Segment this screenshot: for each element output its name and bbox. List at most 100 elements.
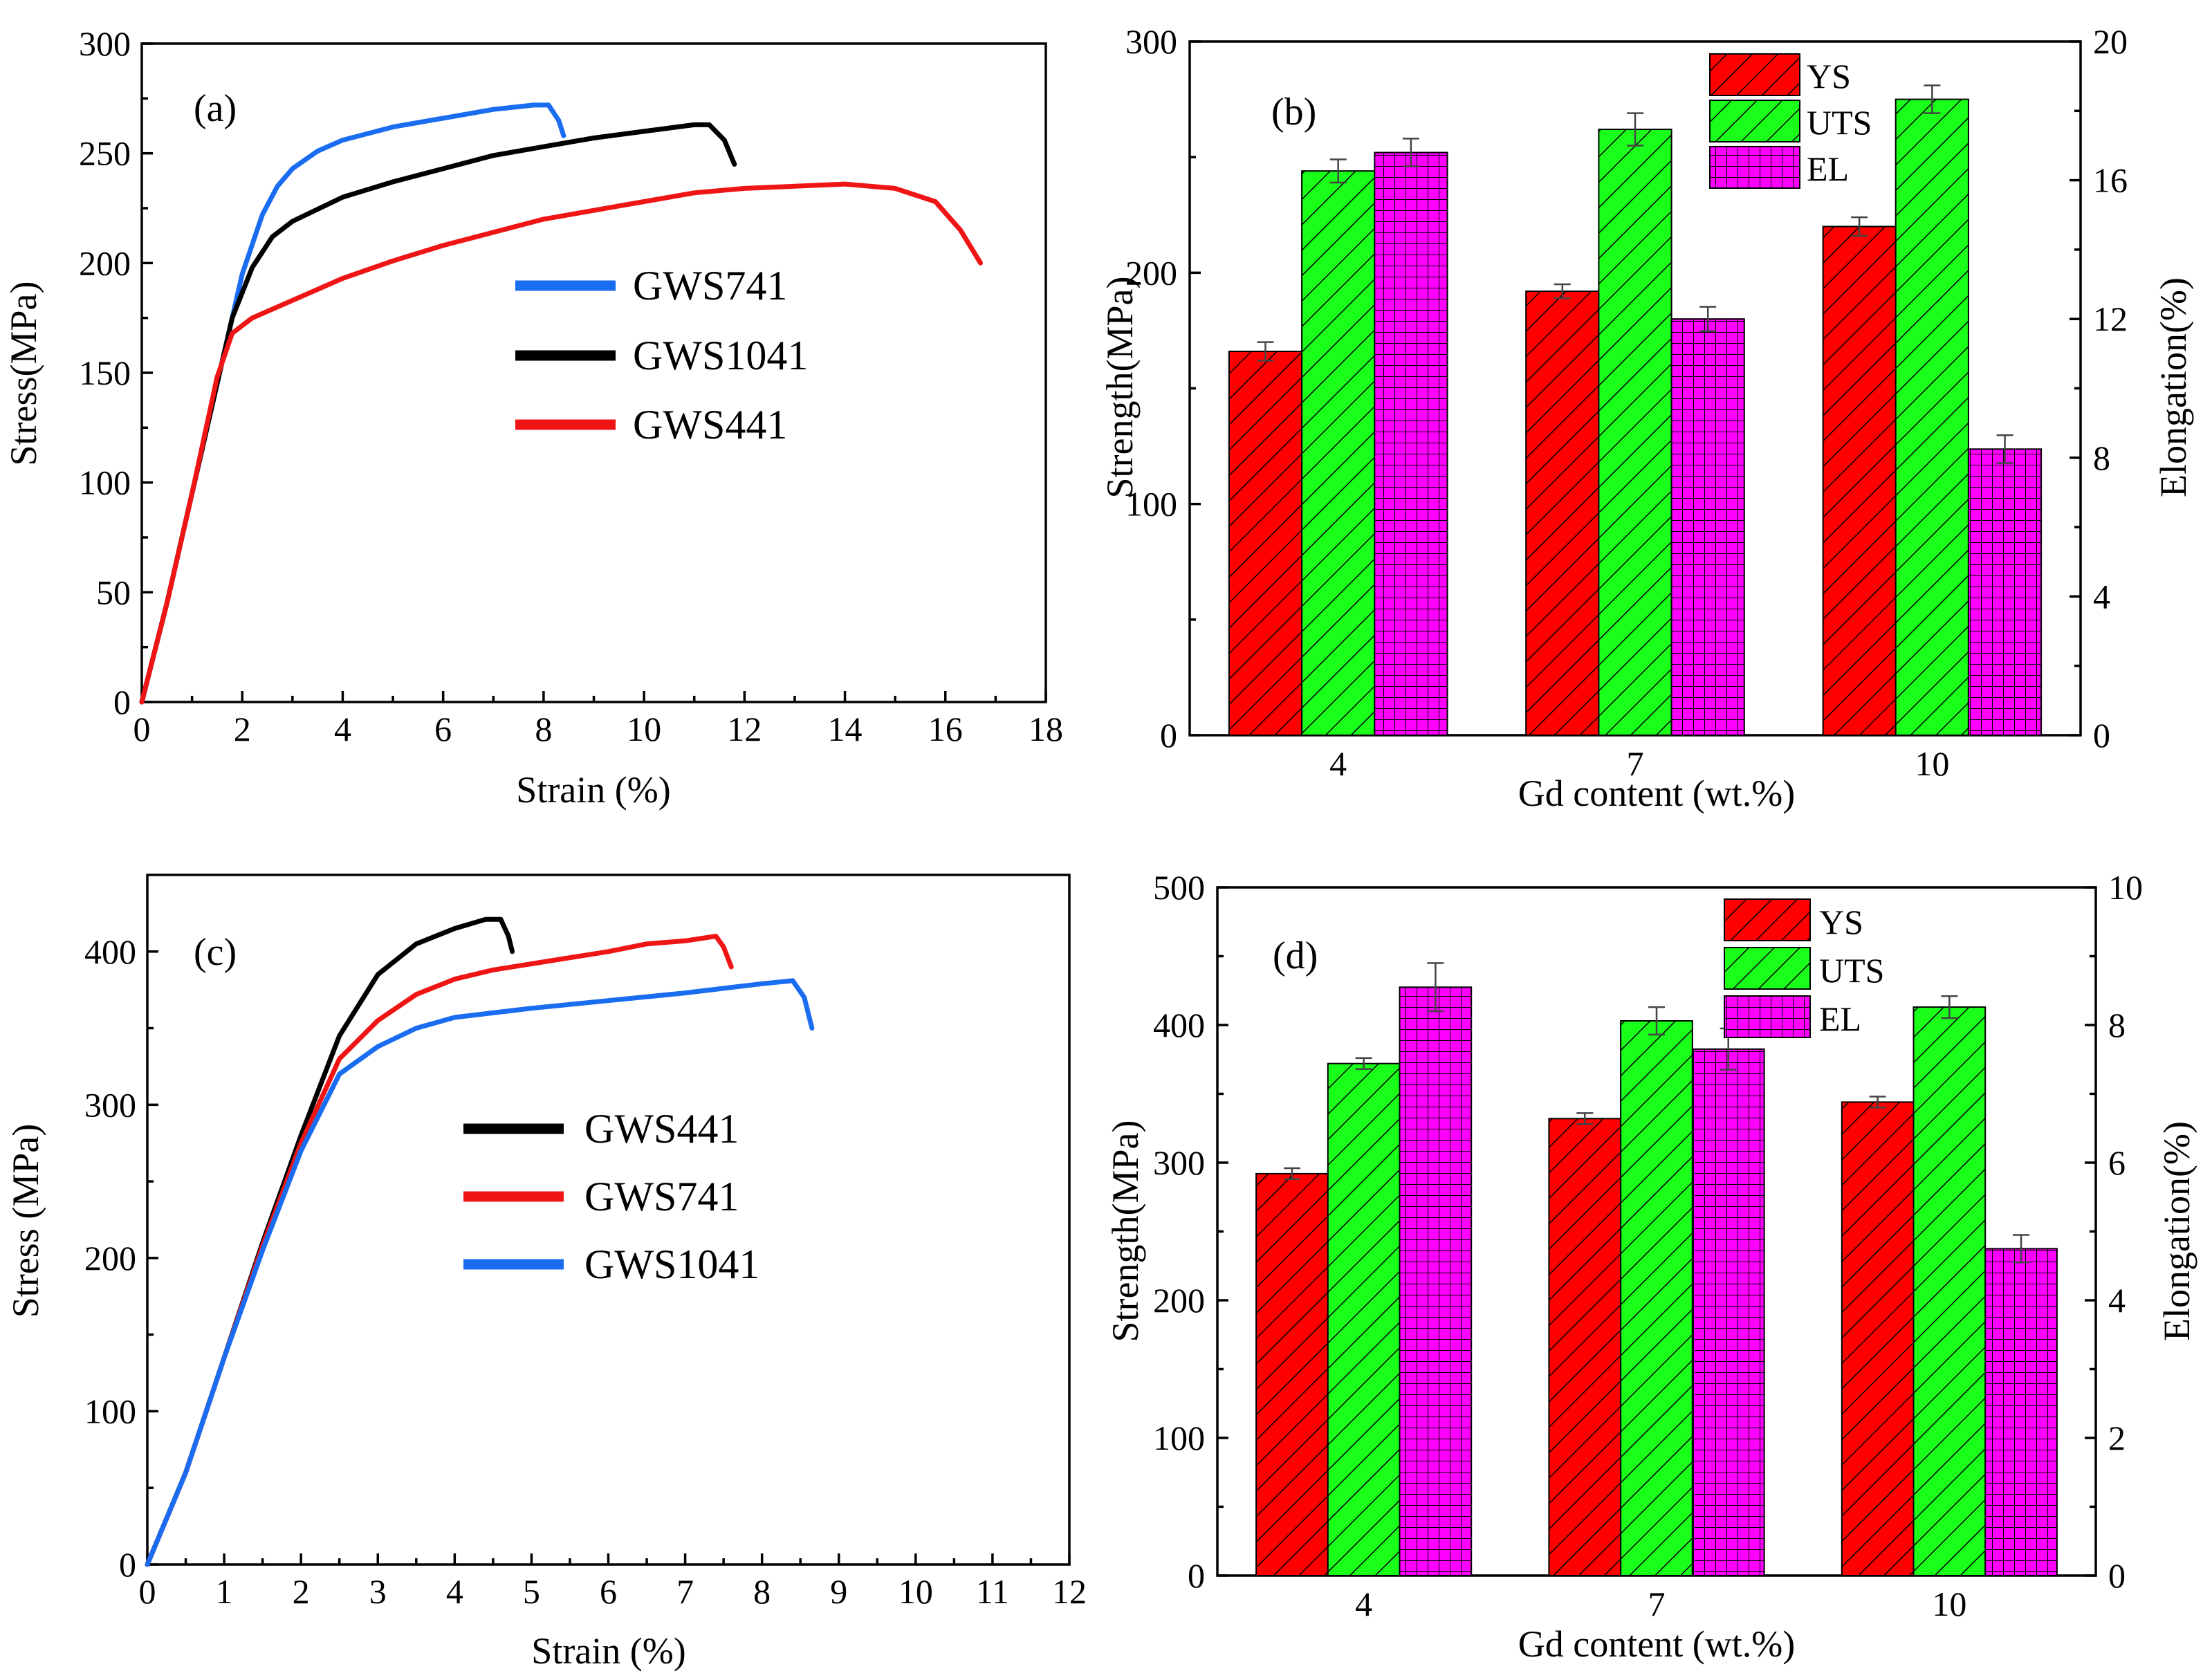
panel-b-x-tick-label-1: 7 (1627, 744, 1644, 783)
panel-d-bar-el-10 (1984, 1248, 2058, 1577)
panel-d-y-tick-label-2: 200 (1153, 1281, 1205, 1320)
panel-a-series (139, 102, 984, 705)
panel-a-y-tick-label-3: 150 (79, 353, 131, 392)
panel-a-x-axis-label: Strain (%) (516, 769, 670, 811)
panel-a-plot-frame (140, 42, 1047, 703)
panel-b-y-tick-label-2: 200 (1125, 253, 1177, 292)
panel-a-y-tick-label-4: 200 (79, 243, 131, 282)
panel-d-x-tick-label-0: 4 (1355, 1585, 1372, 1623)
panel-c-x-tick-label-12: 12 (1052, 1572, 1087, 1611)
panel-c-y-axis-label: Stress (MPa) (5, 1124, 46, 1318)
panel-c-x-tick-label-6: 6 (600, 1572, 617, 1611)
panel-c-series (145, 916, 815, 1567)
panel-b-bar-ys-4 (1228, 351, 1303, 736)
panel-c-y-tick-label-4: 400 (84, 932, 136, 971)
panel-c-plot-frame (146, 874, 1071, 1566)
panel-a-x-tick-label-5: 10 (627, 710, 661, 748)
panel-b-bar-el-7 (1670, 318, 1745, 736)
panel-a-x-tick-label-9: 18 (1029, 710, 1063, 748)
panel-c-y-tick-label-2: 200 (84, 1239, 136, 1277)
panel-d-bar-el-7 (1691, 1048, 1765, 1577)
panel-b-legend: YS UTS EL (1709, 53, 1872, 189)
panel-a-legend-label-2: GWS441 (633, 402, 787, 447)
panel-d-bars (1255, 962, 2058, 1577)
panel-b-x-tick-label-0: 4 (1329, 744, 1347, 783)
panel-c-label: (c) (194, 931, 237, 974)
panel-d-y-tick-label-4: 400 (1153, 1006, 1205, 1044)
panel-d-y-axis-label: Strength(MPa) (1105, 1120, 1146, 1342)
panel-d-legend-label-el: EL (1819, 999, 1861, 1038)
panel-b-y2-tick-label-2: 8 (2093, 439, 2110, 477)
panel-b-ticks: 0 100 200 300 0 4 8 12 16 20 4 7 10 (1125, 22, 2128, 783)
panel-b-bar-uts-7 (1598, 129, 1672, 736)
panel-c-x-tick-label-8: 8 (753, 1572, 771, 1611)
panel-b-legend-label-uts: UTS (1807, 103, 1872, 142)
panel-c-x-tick-label-0: 0 (139, 1572, 156, 1611)
panel-a-x-tick-label-6: 12 (727, 710, 762, 748)
panel-b-y-tick-label-3: 300 (1125, 22, 1177, 61)
panel-a-x-tick-label-2: 4 (334, 710, 351, 748)
panel-d-bar-uts-7 (1620, 1020, 1693, 1576)
panel-d-y-tick-label-3: 300 (1153, 1143, 1205, 1182)
panel-a-legend: GWS741 GWS1041 GWS441 (515, 263, 808, 447)
panel-b-legend-swatch-ys (1709, 53, 1800, 96)
panel-c-x-tick-label-7: 7 (676, 1572, 694, 1611)
panel-b-y2-tick-label-1: 4 (2093, 577, 2110, 616)
panel-b-strength-bars: 0 100 200 300 0 4 8 12 16 20 4 7 10 (b) Gd content (… (1099, 22, 2194, 814)
panel-d-legend: YS UTS EL (1724, 898, 1884, 1038)
panel-d-y2-tick-label-4: 8 (2108, 1006, 2126, 1044)
panel-d-y2-tick-label-1: 2 (2108, 1419, 2126, 1457)
panel-d-y2-tick-label-2: 4 (2108, 1281, 2126, 1320)
panel-c-x-tick-label-4: 4 (446, 1572, 463, 1611)
panel-a-x-tick-label-4: 8 (535, 710, 552, 748)
panel-b-bar-ys-10 (1822, 225, 1897, 736)
panel-b-legend-swatch-el (1709, 146, 1800, 189)
panel-c-legend: GWS441 GWS741 GWS1041 (463, 1106, 759, 1287)
panel-d-legend-label-ys: YS (1819, 903, 1863, 941)
panel-d-y2-axis-label: Elongation(%) (2156, 1121, 2197, 1341)
panel-b-y-axis-label: Strength(MPa) (1099, 277, 1141, 499)
panel-d-y2-tick-label-5: 10 (2108, 868, 2143, 907)
panel-d-y2-tick-label-0: 0 (2108, 1556, 2126, 1595)
panel-b-x-tick-label-2: 10 (1915, 744, 1949, 783)
panel-b-y-tick-label-0: 0 (1160, 716, 1177, 755)
panel-b-y2-tick-label-3: 12 (2093, 299, 2128, 338)
panel-b-y2-tick-label-4: 16 (2093, 161, 2128, 200)
panel-d-y-tick-label-0: 0 (1188, 1556, 1205, 1595)
panel-b-legend-swatch-uts (1709, 100, 1800, 142)
panel-b-y2-axis-label: Elongation(%) (2153, 277, 2194, 497)
panel-b-bar-uts-4 (1301, 170, 1376, 736)
panel-c-legend-label-0: GWS441 (584, 1106, 739, 1152)
panel-a-series-line-gws441 (139, 181, 984, 705)
panel-d-strength-bars: 0 100 200 300 400 500 0 2 4 6 8 10 4 7 10 (d) Gd conte… (1105, 868, 2197, 1665)
panel-d-y-tick-label-1: 100 (1153, 1419, 1205, 1457)
panel-a-legend-label-0: GWS741 (633, 263, 787, 308)
panel-a-y-tick-label-2: 100 (79, 463, 131, 502)
panel-d-legend-swatch-ys (1724, 898, 1811, 941)
panel-d-bar-ys-7 (1548, 1118, 1622, 1577)
panel-d-bar-uts-10 (1913, 1006, 1987, 1576)
panel-b-y-tick-label-1: 100 (1125, 485, 1177, 524)
panel-d-legend-swatch-uts (1724, 947, 1811, 990)
panel-d-bar-ys-10 (1841, 1101, 1915, 1576)
panel-b-legend-label-el: EL (1807, 149, 1849, 188)
panel-d-x-tick-label-2: 10 (1932, 1585, 1966, 1623)
panel-a-y-tick-label-6: 300 (79, 24, 131, 63)
panel-a-ticks: 0 2 4 6 8 10 12 14 16 18 0 50 100 150 200 250 300 (79, 24, 1063, 748)
panel-c-x-tick-label-9: 9 (830, 1572, 847, 1611)
panel-a-x-tick-label-1: 2 (234, 710, 251, 748)
panel-a-tensile-curves: 0 2 4 6 8 10 12 14 16 18 0 50 100 150 200 250 300 (a) St… (3, 24, 1063, 811)
panel-b-x-axis-label: Gd content (wt.%) (1518, 773, 1795, 814)
panel-d-x-axis-label: Gd content (wt.%) (1518, 1623, 1795, 1665)
panel-a-x-tick-label-0: 0 (133, 710, 151, 748)
panel-c-x-tick-label-10: 10 (898, 1572, 933, 1611)
panel-a-legend-label-1: GWS1041 (633, 333, 808, 378)
panel-a-x-tick-label-7: 14 (828, 710, 863, 748)
panel-c-legend-label-1: GWS741 (584, 1174, 739, 1219)
panel-c-y-tick-label-0: 0 (119, 1545, 136, 1584)
panel-b-y2-tick-label-0: 0 (2093, 716, 2110, 755)
panel-d-ticks: 0 100 200 300 400 500 0 2 4 6 8 10 4 7 10 (1153, 868, 2143, 1623)
